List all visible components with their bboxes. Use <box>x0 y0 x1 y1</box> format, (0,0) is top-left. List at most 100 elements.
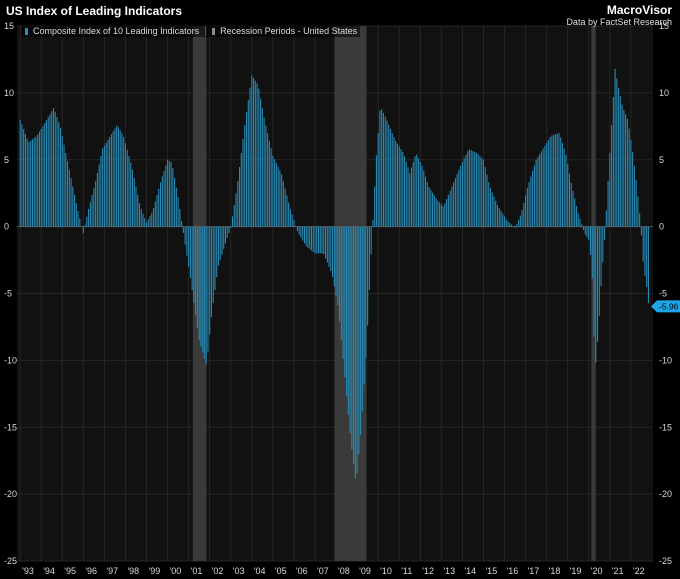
legend-item-indicator[interactable]: Composite Index of 10 Leading Indicators <box>25 26 199 36</box>
indicator-bar <box>375 155 377 227</box>
indicator-bar <box>346 226 348 397</box>
indicator-bar <box>358 226 360 455</box>
indicator-bar <box>523 202 525 227</box>
indicator-bar <box>630 139 632 227</box>
indicator-bar <box>102 148 104 227</box>
x-tick-label: '03 <box>233 566 245 576</box>
indicator-bar <box>535 159 537 227</box>
indicator-bar <box>217 226 220 266</box>
indicator-bar <box>186 226 188 256</box>
indicator-bar <box>581 224 583 227</box>
indicator-bar <box>158 188 160 227</box>
indicator-bar <box>372 219 374 227</box>
indicator-bar <box>42 126 44 227</box>
indicator-bar <box>77 211 79 227</box>
indicator-bar <box>295 225 297 227</box>
x-tick-label: '94 <box>43 566 55 576</box>
y-tick-label-right: 10 <box>659 88 669 98</box>
indicator-bar <box>310 226 313 251</box>
indicator-bar <box>293 219 295 227</box>
indicator-bar <box>374 186 376 227</box>
indicator-bar <box>360 226 362 435</box>
indicator-bar <box>451 186 453 227</box>
indicator-bar <box>149 215 151 227</box>
indicator-bar <box>221 226 223 255</box>
indicator-bar <box>249 87 251 227</box>
indicator-bar <box>337 226 339 306</box>
indicator-bar <box>442 206 444 227</box>
indicator-bar <box>275 162 277 227</box>
indicator-bar <box>502 213 504 227</box>
legend-item-recession[interactable]: Recession Periods - United States <box>212 26 357 36</box>
indicator-bar <box>289 208 291 227</box>
indicator-bar <box>182 226 184 233</box>
indicator-bar <box>458 169 460 227</box>
indicator-bar <box>270 148 272 227</box>
indicator-bar <box>512 226 514 227</box>
indicator-bar <box>300 226 302 238</box>
indicator-bar <box>511 224 513 227</box>
indicator-bar <box>468 149 470 227</box>
indicator-bar <box>326 226 328 263</box>
indicator-bar <box>316 226 318 254</box>
y-tick-label-left: 0 <box>4 222 9 232</box>
indicator-bar <box>591 226 593 279</box>
indicator-bar <box>189 226 191 278</box>
indicator-bar <box>258 88 260 227</box>
indicator-bar <box>533 165 535 227</box>
indicator-bar <box>254 80 256 227</box>
indicator-bar <box>24 133 26 227</box>
indicator-bar <box>237 180 239 227</box>
indicator-bar <box>344 226 346 378</box>
indicator-bar <box>412 161 414 227</box>
indicator-bar <box>61 136 63 227</box>
x-tick-label: '96 <box>85 566 97 576</box>
indicator-bar <box>646 226 648 287</box>
indicator-bar <box>37 134 39 227</box>
indicator-bar <box>54 111 56 227</box>
indicator-bar <box>235 193 237 227</box>
x-tick-label: '12 <box>422 566 434 576</box>
indicator-bar <box>212 226 214 304</box>
indicator-bar <box>121 133 123 227</box>
indicator-bar <box>261 108 263 227</box>
indicator-bar <box>340 226 342 341</box>
indicator-bar <box>475 152 477 227</box>
indicator-bar <box>472 151 474 227</box>
indicator-bar <box>86 216 88 227</box>
indicator-bar <box>309 226 311 250</box>
indicator-bar <box>563 148 565 227</box>
indicator-bar <box>454 178 456 227</box>
indicator-bar <box>298 226 300 235</box>
indicator-bar <box>114 128 116 227</box>
indicator-bar <box>82 226 84 234</box>
indicator-bar <box>188 226 190 267</box>
x-tick-label: '01 <box>191 566 203 576</box>
indicator-bar <box>40 128 42 227</box>
indicator-bar <box>623 109 625 227</box>
legend-label-recession: Recession Periods - United States <box>220 26 358 36</box>
indicator-bar <box>446 199 448 227</box>
indicator-bar <box>128 156 130 227</box>
indicator-bar <box>107 139 109 227</box>
indicator-bar <box>328 226 330 267</box>
indicator-bar <box>488 182 490 227</box>
indicator-bar <box>19 119 21 227</box>
indicator-bar <box>607 180 609 227</box>
x-tick-label: '14 <box>464 566 476 576</box>
indicator-bar <box>140 209 142 227</box>
x-tick-label: '17 <box>528 566 540 576</box>
indicator-bar <box>465 154 467 227</box>
indicator-bar <box>251 75 253 227</box>
indicator-bar <box>474 151 476 227</box>
indicator-bar <box>242 139 244 227</box>
indicator-bar <box>52 108 55 227</box>
indicator-bar <box>138 203 141 227</box>
indicator-bar <box>396 143 399 227</box>
indicator-bar <box>49 114 51 227</box>
indicator-bar <box>377 133 379 227</box>
y-tick-label-left: 5 <box>4 155 9 165</box>
x-tick-label: '16 <box>507 566 519 576</box>
indicator-bar <box>230 226 232 228</box>
indicator-bar <box>537 156 539 227</box>
